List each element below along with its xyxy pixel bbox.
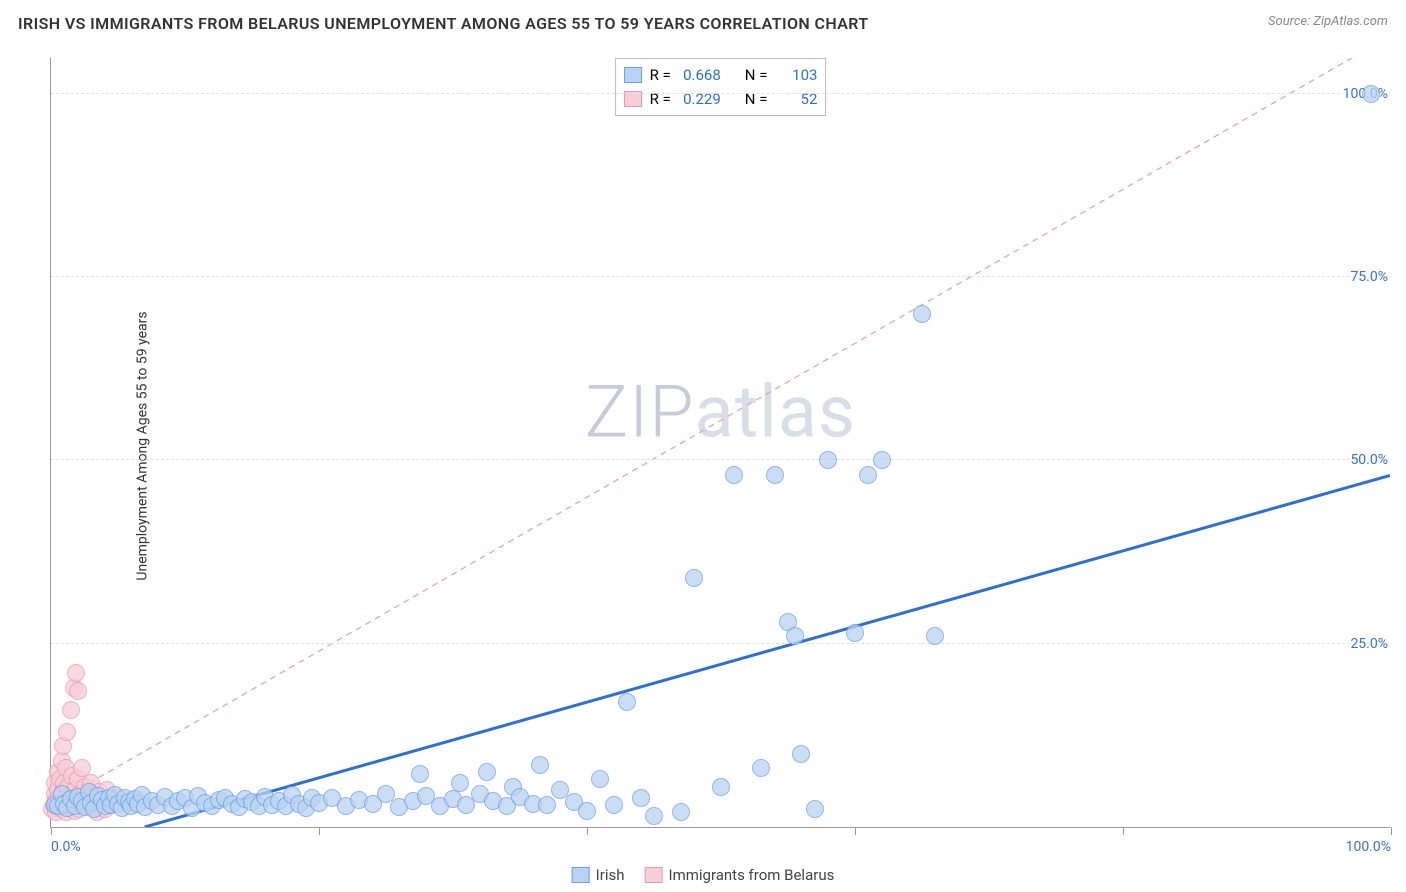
data-point [605, 796, 623, 814]
stat-r-value: 0.668 [679, 63, 721, 87]
data-point [618, 693, 636, 711]
y-tick-label: 50.0% [1350, 452, 1392, 468]
data-point [58, 723, 76, 741]
data-point [591, 770, 609, 788]
data-point [478, 763, 496, 781]
data-point [672, 803, 690, 821]
source-text: Source: ZipAtlas.com [1268, 14, 1388, 29]
chart-title: IRISH VS IMMIGRANTS FROM BELARUS UNEMPLO… [18, 14, 869, 33]
stat-n-value: 103 [775, 63, 817, 87]
legend-item: Immigrants from Belarus [644, 866, 834, 884]
x-tick-label: 100.0% [1346, 839, 1391, 855]
legend: Irish Immigrants from Belarus [572, 866, 835, 884]
data-point [926, 627, 944, 645]
legend-label: Immigrants from Belarus [668, 866, 834, 884]
data-point [913, 305, 931, 323]
legend-item: Irish [572, 866, 625, 884]
data-point [62, 701, 80, 719]
data-point [67, 664, 85, 682]
data-point [859, 466, 877, 484]
y-tick-label: 25.0% [1350, 636, 1392, 652]
legend-swatch [624, 67, 642, 83]
trend-lines [51, 58, 1390, 827]
gridline [51, 93, 1390, 94]
x-tick [1391, 827, 1392, 835]
gridline [51, 459, 1390, 460]
legend-swatch [644, 867, 662, 883]
data-point [786, 627, 804, 645]
gridline [51, 276, 1390, 277]
data-point [685, 569, 703, 587]
data-point [538, 796, 556, 814]
stat-r-label: R = [650, 63, 671, 87]
data-point [752, 759, 770, 777]
data-point [531, 756, 549, 774]
data-point [766, 466, 784, 484]
data-point [725, 466, 743, 484]
legend-label: Irish [596, 866, 625, 884]
x-tick [855, 827, 856, 835]
stat-n-label: N = [745, 87, 768, 111]
data-point [1362, 85, 1380, 103]
data-point [806, 800, 824, 818]
data-point [712, 778, 730, 796]
stat-n-label: N = [745, 63, 768, 87]
watermark: ZIPatlas [585, 369, 856, 454]
correlation-stats-box: R = 0.668 N = 103 R = 0.229 N = 52 [615, 58, 827, 116]
y-tick-label: 75.0% [1350, 269, 1392, 285]
data-point [792, 745, 810, 763]
gridline [51, 643, 1390, 644]
data-point [645, 807, 663, 825]
x-tick [1123, 827, 1124, 835]
scatter-plot-area: ZIPatlas R = 0.668 N = 103 R = 0.229 N = 52 25.… [50, 58, 1390, 828]
x-tick [319, 827, 320, 835]
data-point [69, 682, 87, 700]
stats-row: R = 0.229 N = 52 [624, 87, 818, 111]
data-point [451, 774, 469, 792]
data-point [632, 789, 650, 807]
x-tick [587, 827, 588, 835]
stat-n-value: 52 [775, 87, 817, 111]
x-tick-label: 0.0% [51, 839, 81, 855]
stat-r-label: R = [650, 87, 671, 111]
legend-swatch [572, 867, 590, 883]
data-point [411, 765, 429, 783]
stats-row: R = 0.668 N = 103 [624, 63, 818, 87]
stat-r-value: 0.229 [679, 87, 721, 111]
data-point [873, 451, 891, 469]
data-point [578, 802, 596, 820]
trend-line [51, 58, 1390, 805]
x-tick [51, 827, 52, 835]
data-point [846, 624, 864, 642]
data-point [819, 451, 837, 469]
